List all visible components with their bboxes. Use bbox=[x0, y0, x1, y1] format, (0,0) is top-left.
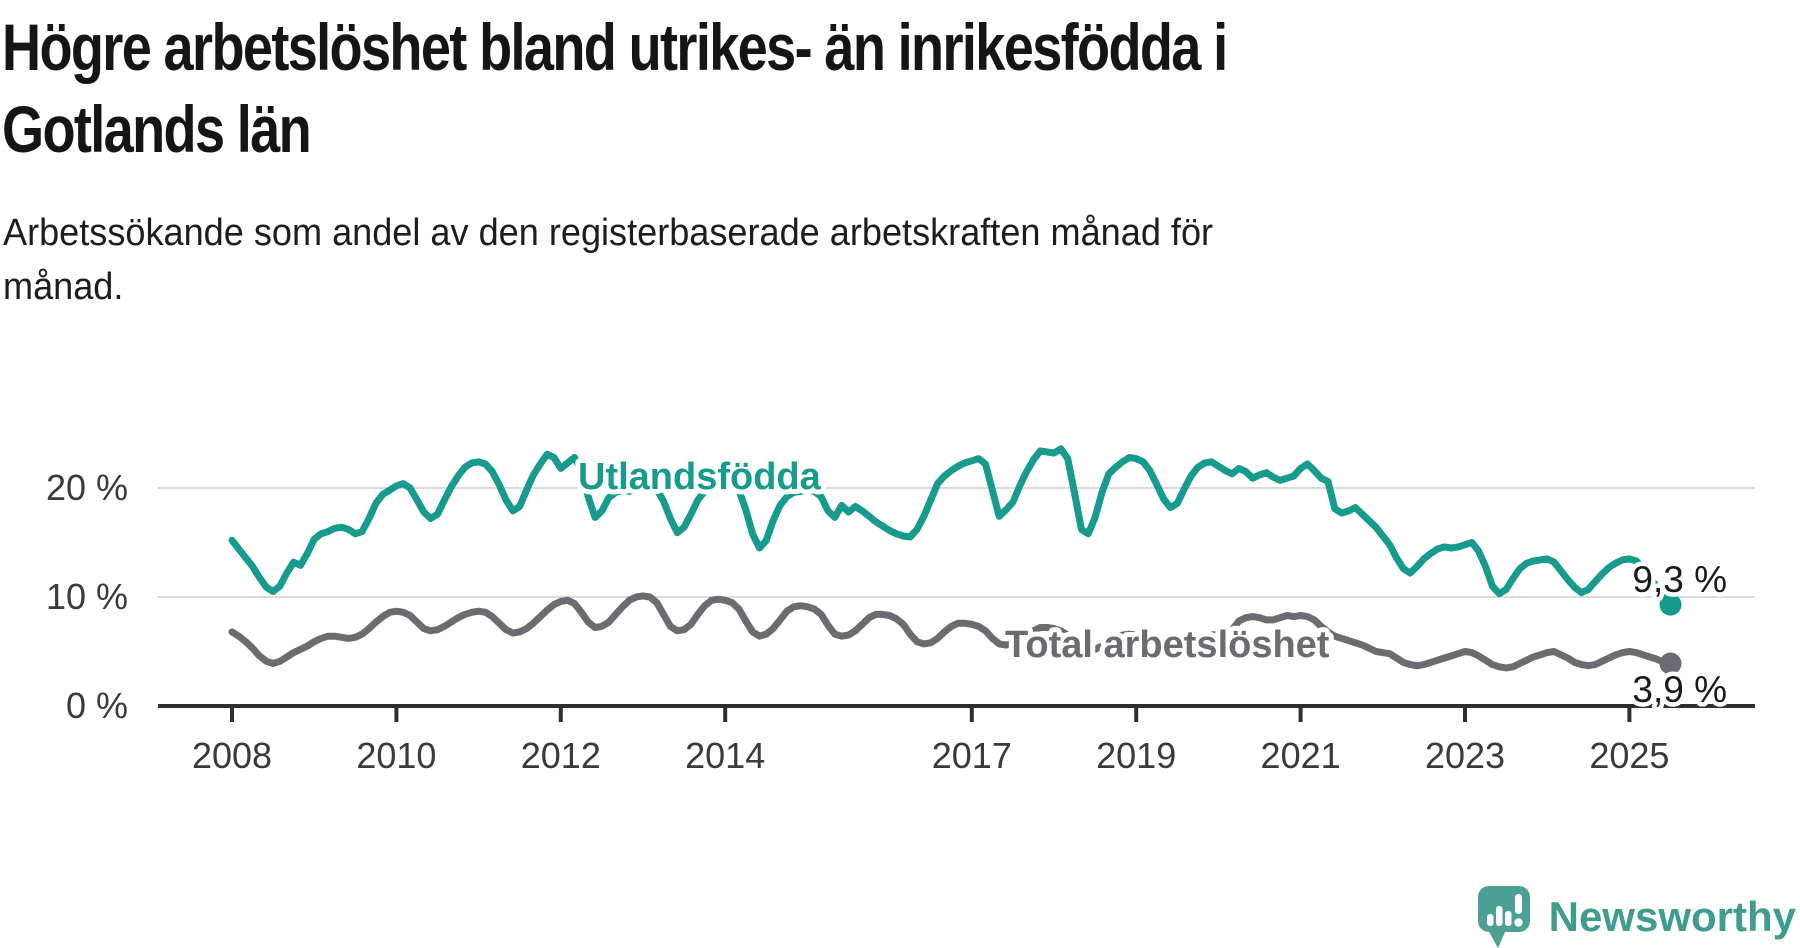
x-axis-label-2019: 2019 bbox=[1096, 735, 1176, 776]
series-label-0: Utlandsfödda bbox=[578, 456, 822, 498]
chart-subtitle: Arbetssökande som andel av den registerb… bbox=[3, 206, 1213, 314]
title-line-2: Gotlands län bbox=[2, 92, 312, 166]
page-title: Högre arbetslöshet bland utrikes- än inr… bbox=[2, 6, 1228, 170]
x-axis-label-2025: 2025 bbox=[1589, 735, 1669, 776]
x-axis-label-2010: 2010 bbox=[356, 735, 436, 776]
series-end-dot-0 bbox=[1659, 593, 1682, 616]
brand-name: Newsworthy bbox=[1548, 893, 1796, 940]
series-end-dot-1 bbox=[1659, 652, 1682, 675]
y-axis-label-10: 10 % bbox=[46, 576, 128, 617]
x-axis-label-2012: 2012 bbox=[521, 735, 601, 776]
subtitle-line-1: Arbetssökande som andel av den registerb… bbox=[3, 212, 1214, 254]
x-axis-label-2023: 2023 bbox=[1425, 735, 1505, 776]
series-line-1 bbox=[228, 592, 1674, 672]
series-label-1: Total arbetslöshet bbox=[1005, 624, 1330, 666]
series-line-0 bbox=[228, 445, 1674, 609]
newsworthy-logo-icon bbox=[1477, 886, 1530, 948]
x-axis-label-2021: 2021 bbox=[1261, 735, 1341, 776]
title-line-1: Högre arbetslöshet bland utrikes- än inr… bbox=[2, 10, 1228, 84]
series-end-value-0: 9,3 % bbox=[1632, 559, 1727, 600]
newsworthy-brand: Newsworthy bbox=[1477, 886, 1796, 948]
x-axis-label-2014: 2014 bbox=[685, 735, 765, 776]
x-axis-label-2008: 2008 bbox=[192, 735, 272, 776]
x-axis-label-2017: 2017 bbox=[932, 735, 1012, 776]
y-axis-label-0: 0 % bbox=[66, 685, 128, 726]
y-axis-label-20: 20 % bbox=[46, 467, 128, 508]
subtitle-line-2: månad. bbox=[3, 266, 124, 308]
series-end-value-1: 3,9 % bbox=[1632, 669, 1727, 710]
